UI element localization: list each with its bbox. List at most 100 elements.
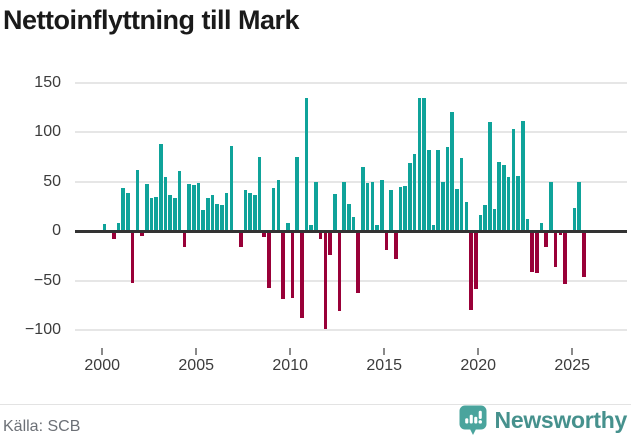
y-axis-tick-label: 50 bbox=[43, 172, 61, 190]
bar bbox=[314, 181, 318, 231]
bar bbox=[173, 198, 177, 231]
bar bbox=[384, 231, 389, 250]
x-axis-tick-label: 2010 bbox=[272, 357, 308, 374]
bar bbox=[379, 179, 384, 231]
gridline bbox=[75, 131, 627, 133]
bar bbox=[144, 183, 149, 231]
gridline bbox=[75, 279, 627, 282]
x-axis-tick-label: 2000 bbox=[84, 357, 120, 374]
x-axis-tick-label: 2020 bbox=[460, 357, 496, 374]
bar bbox=[549, 181, 553, 231]
y-axis-tick-label: 100 bbox=[34, 123, 61, 140]
bar bbox=[276, 179, 281, 231]
bar bbox=[530, 231, 534, 272]
bar bbox=[182, 231, 187, 247]
bar bbox=[426, 149, 431, 231]
bar bbox=[370, 181, 375, 231]
footer-divider bbox=[0, 404, 631, 405]
bar bbox=[535, 231, 539, 273]
x-axis-tick bbox=[571, 348, 574, 355]
bar bbox=[318, 231, 323, 239]
bar bbox=[262, 231, 267, 237]
source-label: Källa: SCB bbox=[3, 418, 81, 435]
bar bbox=[332, 194, 337, 231]
bar bbox=[201, 210, 205, 231]
bar bbox=[257, 156, 262, 232]
bar bbox=[215, 204, 220, 231]
bar bbox=[281, 231, 285, 300]
bar bbox=[337, 231, 342, 312]
bar bbox=[177, 170, 182, 231]
x-axis-tick bbox=[289, 348, 292, 355]
bar bbox=[102, 224, 107, 231]
bar bbox=[159, 143, 163, 231]
bar bbox=[347, 204, 351, 231]
bar bbox=[309, 225, 314, 231]
bar bbox=[229, 145, 234, 231]
x-axis-tick bbox=[477, 348, 480, 355]
bar bbox=[130, 231, 135, 283]
zero-line bbox=[75, 229, 627, 233]
bar bbox=[323, 231, 328, 329]
bar bbox=[154, 197, 158, 231]
bar bbox=[403, 185, 408, 231]
bar bbox=[116, 223, 121, 231]
bar bbox=[290, 231, 295, 299]
bar bbox=[502, 164, 506, 231]
bar bbox=[206, 198, 210, 231]
gridline bbox=[75, 180, 627, 183]
bar bbox=[525, 219, 530, 231]
bar bbox=[464, 202, 469, 231]
bar bbox=[224, 193, 229, 231]
bar bbox=[516, 175, 520, 231]
x-axis-tick bbox=[195, 348, 198, 355]
bar bbox=[558, 231, 563, 235]
bar bbox=[492, 209, 497, 231]
bar bbox=[577, 181, 581, 231]
bar bbox=[267, 231, 271, 289]
bar bbox=[473, 231, 478, 290]
bar bbox=[365, 182, 370, 231]
bar bbox=[436, 149, 440, 231]
bar bbox=[459, 157, 464, 231]
gridline bbox=[75, 329, 627, 331]
y-axis-tick-label: −50 bbox=[33, 271, 61, 289]
bar bbox=[304, 98, 309, 231]
bar bbox=[220, 205, 224, 231]
bar bbox=[553, 231, 558, 267]
bar bbox=[389, 190, 393, 231]
bar bbox=[328, 231, 332, 255]
bar bbox=[356, 231, 361, 294]
bar bbox=[445, 146, 450, 231]
bar bbox=[539, 223, 544, 231]
y-axis-tick-label: 0 bbox=[52, 222, 61, 239]
bar bbox=[412, 153, 417, 231]
bar bbox=[271, 188, 276, 231]
bar bbox=[243, 190, 248, 231]
bar bbox=[121, 188, 126, 231]
bar bbox=[191, 184, 196, 231]
bar bbox=[572, 208, 577, 231]
newsworthy-logo-link[interactable]: Newsworthy bbox=[459, 405, 627, 436]
bar bbox=[375, 225, 379, 231]
bar bbox=[361, 166, 365, 231]
bar bbox=[342, 181, 346, 231]
bar bbox=[422, 98, 426, 231]
bar bbox=[126, 193, 130, 231]
x-axis-tick bbox=[383, 348, 386, 355]
bar bbox=[441, 181, 445, 231]
chart-title: Nettoinflyttning till Mark bbox=[3, 5, 299, 35]
bar bbox=[450, 112, 455, 231]
bar bbox=[455, 189, 459, 231]
bar bbox=[135, 169, 140, 231]
bar bbox=[488, 122, 492, 231]
newsworthy-wordmark: Newsworthy bbox=[494, 407, 628, 433]
bar bbox=[483, 205, 487, 231]
bar bbox=[582, 231, 586, 277]
bar bbox=[163, 176, 168, 232]
bar bbox=[511, 129, 516, 231]
bar bbox=[520, 121, 525, 231]
bar bbox=[196, 182, 201, 231]
bar bbox=[351, 217, 356, 231]
